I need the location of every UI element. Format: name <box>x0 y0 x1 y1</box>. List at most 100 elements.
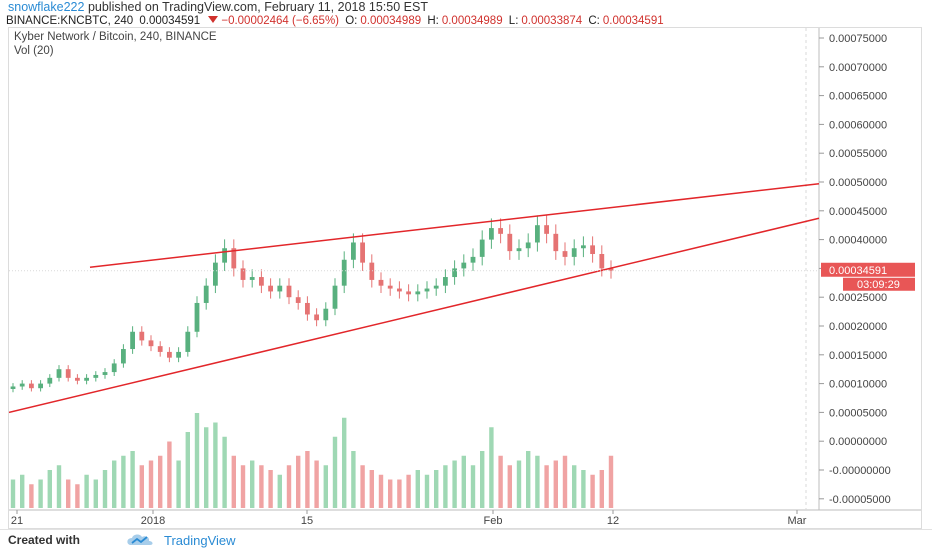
candle-body <box>65 369 71 378</box>
volume-bar <box>20 474 25 508</box>
candle-body <box>443 277 448 286</box>
volume-bar <box>66 479 71 508</box>
candle-body <box>130 331 135 350</box>
volume-bar <box>102 470 108 508</box>
volume-bar <box>194 413 200 508</box>
symbol-label: BINANCE:KNCBTC, 240 <box>6 15 134 27</box>
volume-bar <box>406 474 411 508</box>
volume-bar <box>562 455 568 508</box>
volume-bar <box>443 465 448 508</box>
chart-area[interactable]: 0.00075000 0.00070000 0.00065000 0.00060000… <box>8 27 922 529</box>
candle-body <box>203 285 209 303</box>
author-username[interactable]: snowflake222 <box>8 0 85 14</box>
volume-bar <box>314 460 319 508</box>
volume-bar <box>360 465 365 508</box>
volume-bar <box>342 417 347 508</box>
volume-bar <box>38 479 43 508</box>
countdown-badge <box>843 277 915 291</box>
candle-body <box>397 288 402 292</box>
price-tick-label: 0.00015000 <box>829 350 887 362</box>
candle-body <box>157 346 163 352</box>
volume-bar <box>93 479 98 508</box>
price-tick-label: -0.00005000 <box>829 494 891 506</box>
candle-body <box>332 285 338 309</box>
candle-body <box>562 251 568 257</box>
volume-bar <box>250 460 255 508</box>
volume-bar <box>553 460 558 508</box>
price-tick-label: 0.00040000 <box>829 235 887 247</box>
price-tick-label: 0.00060000 <box>829 119 887 131</box>
volume-bar <box>415 470 420 508</box>
candle-body <box>305 302 310 315</box>
candle-body <box>498 228 503 234</box>
candle-body <box>19 383 25 387</box>
candle-body <box>415 291 421 295</box>
volume-bar <box>461 455 466 508</box>
volume-bar <box>268 470 273 508</box>
chart-canvas[interactable]: 0.00075000 0.00070000 0.00065000 0.00060000… <box>9 28 921 528</box>
candle-body <box>341 259 347 286</box>
candle-body <box>167 351 172 358</box>
volume-bar <box>397 479 402 508</box>
candle-body <box>84 377 89 381</box>
candle-body <box>406 291 411 295</box>
volume-bar <box>470 465 476 508</box>
candle-body <box>194 302 200 332</box>
candle-body <box>608 268 614 271</box>
candle-body <box>93 374 99 378</box>
candle-body <box>535 225 540 243</box>
price-tick-label: 0.00025000 <box>829 292 887 304</box>
price-tick-label: -0.00000000 <box>829 465 891 477</box>
time-tick-label: Mar <box>788 515 807 527</box>
volume-bar <box>47 470 52 508</box>
price-tick-label: 0.00045000 <box>829 206 887 218</box>
volume-bar <box>305 451 310 508</box>
tradingview-brand[interactable]: TradingView <box>164 533 236 548</box>
volume-bar <box>369 470 374 508</box>
volume-bar <box>452 460 457 508</box>
candle-body <box>277 285 283 292</box>
trendline-upper <box>89 182 820 268</box>
volume-bar <box>388 479 393 508</box>
volume-bar <box>581 470 586 508</box>
candle-body <box>387 285 393 289</box>
candle-body <box>507 233 513 252</box>
volume-bar <box>185 432 190 508</box>
close-label: C: <box>588 15 600 27</box>
candle-body <box>461 262 467 269</box>
candle-body <box>424 288 430 292</box>
low-label: L: <box>508 15 519 27</box>
candle-body <box>286 285 292 298</box>
close-value: 0.00034591 <box>602 15 664 27</box>
volume-bar <box>608 455 614 508</box>
candle-body <box>268 285 273 292</box>
volume-bar <box>10 479 16 508</box>
footer-bar: Created with TradingView <box>0 529 932 551</box>
candle-body <box>222 248 227 263</box>
trendline-lower <box>9 217 820 414</box>
candle-body <box>249 277 255 280</box>
volume-bar <box>526 451 531 508</box>
volume-bar <box>240 465 246 508</box>
candle-body <box>314 314 319 321</box>
volume-bar <box>130 451 135 508</box>
candle-body <box>121 349 126 364</box>
candle-body <box>369 262 375 280</box>
candle-body <box>571 248 577 257</box>
time-tick-label: 21 <box>11 515 23 527</box>
volume-bar <box>176 460 181 508</box>
last-price: 0.00034591 <box>139 15 201 27</box>
price-tick-label: 0.00065000 <box>829 91 887 103</box>
volume-bar <box>167 441 172 508</box>
high-value: 0.00034989 <box>441 15 503 27</box>
price-tick-label: 0.00075000 <box>829 33 887 45</box>
candle-body <box>139 331 145 341</box>
volume-bar <box>498 455 503 508</box>
candle-body <box>148 340 154 347</box>
candle-body <box>525 242 531 249</box>
tradingview-cloud-icon <box>127 534 153 545</box>
candle-body <box>351 242 356 260</box>
volume-bar <box>222 436 227 508</box>
candle-body <box>102 372 108 375</box>
volume-bar <box>572 465 577 508</box>
